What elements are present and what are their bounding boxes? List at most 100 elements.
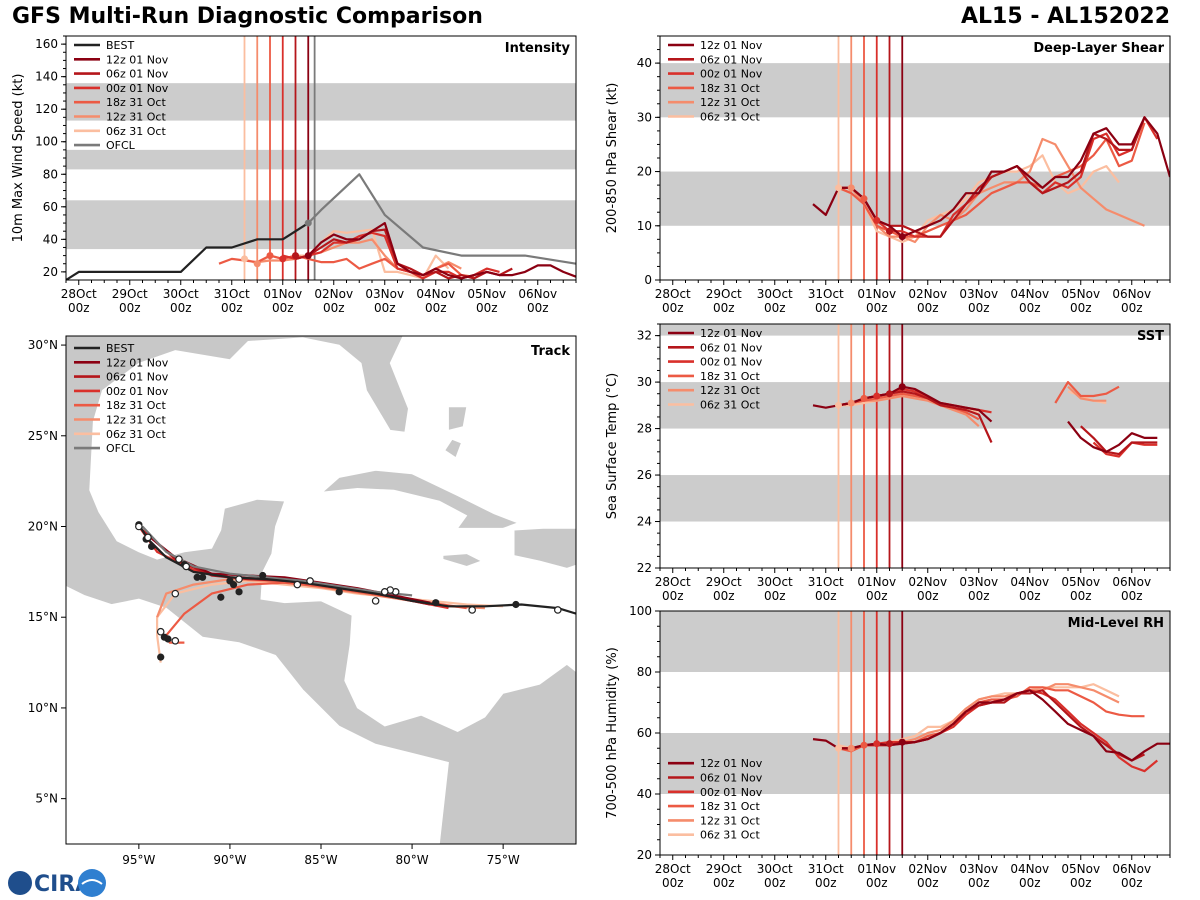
x-tick-label: 05Nov 00z xyxy=(1061,287,1100,315)
label-line: 01Nov xyxy=(857,287,896,301)
label-line: 00z xyxy=(764,301,786,315)
y-tick-label: 140 xyxy=(35,70,58,84)
label-line: 00z xyxy=(917,589,939,603)
x-tick-label: 29Oct 00z xyxy=(706,287,742,315)
x-tick-label: 28Oct 00z xyxy=(655,575,691,603)
label-line: 02Nov xyxy=(908,575,947,589)
x-tick-label: 04Nov 00z xyxy=(416,287,455,315)
label-line: 00z xyxy=(968,589,990,603)
panel-track: 95°W 90°W 85°W 80°W 75°W 5°N 10°N 15°N 20°N 25°N 3… xyxy=(28,335,577,867)
legend-label: 00z 01 Nov xyxy=(700,356,763,369)
label-line: 06Nov xyxy=(1112,862,1151,876)
land-hispaniola xyxy=(513,527,576,569)
track-marker-filled xyxy=(160,633,168,641)
x-tick-label: 05Nov 00z xyxy=(1061,575,1100,603)
legend-label: 12z 31 Oct xyxy=(106,111,166,124)
init-marker xyxy=(886,390,893,398)
lon-tick-label: 80°W xyxy=(396,853,429,867)
legend-label: 06z 01 Nov xyxy=(700,341,763,354)
legend-label: 06z 31 Oct xyxy=(106,125,166,138)
x-tick-label: 31Oct 00z xyxy=(808,575,844,603)
y-tick-label: 0 xyxy=(644,273,652,287)
legend-label: 06z 31 Oct xyxy=(700,111,760,124)
label-line: 00z xyxy=(815,876,837,890)
legend-label: 12z 01 Nov xyxy=(106,53,169,66)
land-central-america xyxy=(66,336,576,844)
lat-tick-label: 20°N xyxy=(28,520,58,534)
cira-logo: CIRA xyxy=(8,869,106,897)
track-marker-open xyxy=(175,555,183,563)
label-line: 00z xyxy=(866,301,888,315)
legend-label: 00z 01 Nov xyxy=(700,68,763,81)
x-tick-label: 28Oct 00z xyxy=(61,287,97,315)
y-tick-label: 20 xyxy=(43,265,58,279)
y-tick-label: 24 xyxy=(637,515,652,529)
legend-label: 00z 01 Nov xyxy=(106,385,169,398)
legend-label: 12z 01 Nov xyxy=(700,327,763,340)
shaded-band xyxy=(660,475,1170,522)
x-tick-label: 05Nov 00z xyxy=(467,287,506,315)
y-tick-label: 100 xyxy=(35,135,58,149)
legend-label: 00z 01 Nov xyxy=(106,82,169,95)
label-line: 31Oct xyxy=(808,287,844,301)
track-marker-filled xyxy=(432,599,440,607)
logo-wave-icon xyxy=(81,879,103,885)
land-jamaica xyxy=(442,553,483,567)
track-marker-filled xyxy=(157,653,165,661)
label-line: 05Nov xyxy=(467,287,506,301)
x-tick-label: 02Nov 00z xyxy=(908,287,947,315)
legend-label: OFCL xyxy=(106,139,136,152)
label-line: 28Oct xyxy=(61,287,97,301)
label-line: 04Nov xyxy=(1010,287,1049,301)
series-line-12z-01-nov xyxy=(307,222,576,280)
label-line: 00z xyxy=(662,876,684,890)
label-line: 00z xyxy=(764,589,786,603)
x-tick-label: 04Nov 00z xyxy=(1010,862,1049,890)
track-marker-filled xyxy=(259,571,267,580)
legend-label: 18z 31 Oct xyxy=(700,370,760,383)
init-marker xyxy=(835,184,842,192)
label-line: 00z xyxy=(1121,876,1143,890)
y-axis-label: 700-500 hPa Humidity (%) xyxy=(605,647,620,819)
init-marker xyxy=(304,252,312,260)
shaded-band xyxy=(66,83,576,121)
x-tick-label: 06Nov 00z xyxy=(1112,575,1151,603)
x-tick-label: 04Nov 00z xyxy=(1010,287,1049,315)
y-axis-label: 10m Max Wind Speed (kt) xyxy=(11,74,26,243)
track-marker-open xyxy=(171,636,180,645)
x-tick-label: 30Oct 00z xyxy=(757,575,793,603)
map-area xyxy=(66,336,576,844)
y-axis-label: Sea Surface Temp (°C) xyxy=(605,373,620,520)
series-line-06z-01-nov xyxy=(295,228,513,280)
label-line: 00z xyxy=(917,301,939,315)
label-line: 28Oct xyxy=(655,287,691,301)
label-line: 04Nov xyxy=(416,287,455,301)
x-tick-label: 28Oct 00z xyxy=(655,287,691,315)
legend-label: 18z 31 Oct xyxy=(106,96,166,109)
track-marker-open xyxy=(144,533,152,542)
init-marker xyxy=(886,740,893,748)
label-line: 00z xyxy=(119,301,141,315)
legend-label: BEST xyxy=(106,39,134,52)
lon-tick-label: 90°W xyxy=(213,853,246,867)
legend-label: 12z 01 Nov xyxy=(700,39,763,52)
legend-label: OFCL xyxy=(106,442,136,455)
y-tick-label: 40 xyxy=(43,232,58,246)
y-tick-label: 100 xyxy=(629,604,652,618)
label-line: 00z xyxy=(1121,301,1143,315)
label-line: 02Nov xyxy=(908,862,947,876)
label-line: 00z xyxy=(866,876,888,890)
label-line: 02Nov xyxy=(314,287,353,301)
label-line: 29Oct xyxy=(706,575,742,589)
label-line: 30Oct xyxy=(757,862,793,876)
label-line: 00z xyxy=(221,301,243,315)
lat-tick-label: 15°N xyxy=(28,610,58,624)
track-marker-open xyxy=(235,575,243,583)
label-line: 06Nov xyxy=(518,287,557,301)
init-marker xyxy=(873,216,881,224)
panel-title: Mid-Level RH xyxy=(1068,616,1164,631)
y-tick-label: 160 xyxy=(35,37,58,51)
series-line-12z-01-nov xyxy=(812,116,1170,238)
